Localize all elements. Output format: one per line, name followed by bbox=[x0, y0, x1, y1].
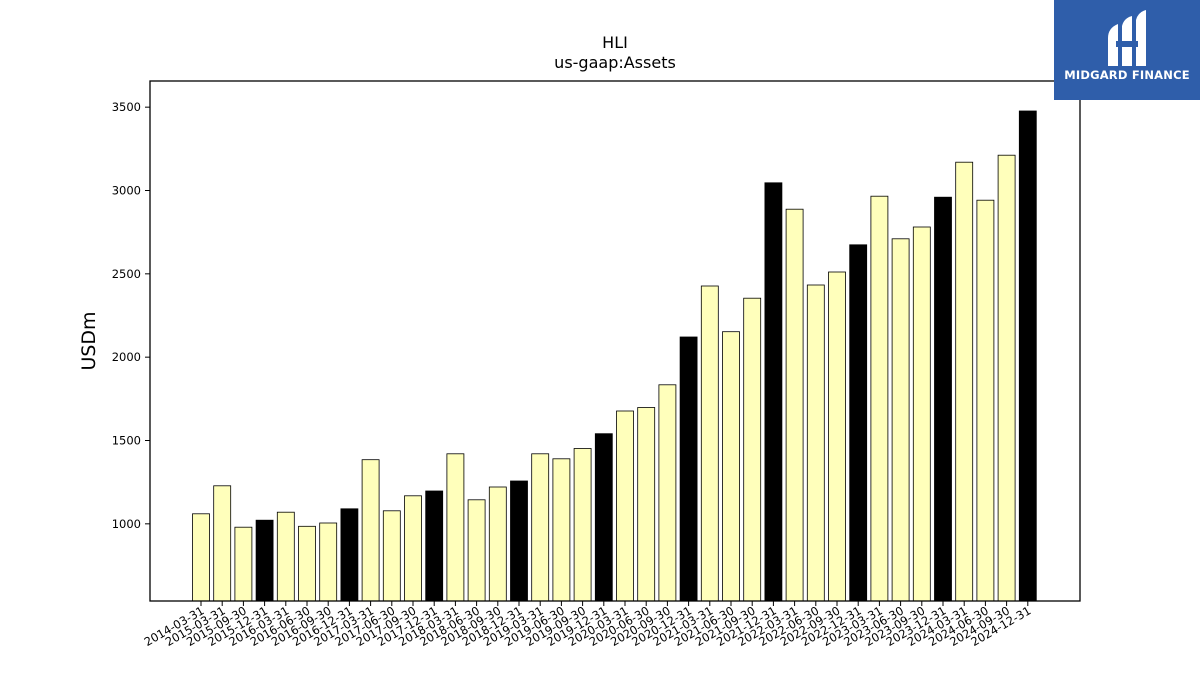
bar-2015-12-31 bbox=[255, 519, 274, 602]
bar-2019-12-31 bbox=[594, 433, 613, 602]
bar-2021-03-31 bbox=[700, 285, 719, 602]
bar-2023-12-31 bbox=[934, 196, 952, 602]
bar-2019-03-31 bbox=[531, 453, 550, 602]
plot-frame bbox=[149, 80, 1081, 602]
bar-2018-12-31 bbox=[510, 480, 528, 602]
y-tick-label: 3000 bbox=[112, 184, 141, 198]
y-tick-label: 1000 bbox=[112, 517, 141, 531]
bar-2017-06-30 bbox=[382, 510, 401, 602]
x-ticks-group: 2014-03-312015-03-312015-09-302015-12-31… bbox=[142, 601, 1033, 649]
bar-2018-06-30 bbox=[467, 499, 486, 602]
bars-group bbox=[192, 110, 1037, 602]
y-tick-label: 2000 bbox=[112, 350, 141, 364]
bar-2019-06-30 bbox=[552, 458, 571, 602]
bar-2024-06-30 bbox=[976, 199, 995, 602]
bar-2017-09-30 bbox=[404, 495, 422, 602]
bar-2024-03-31 bbox=[955, 161, 974, 602]
bar-2024-09-30 bbox=[997, 154, 1016, 602]
bar-2022-03-31 bbox=[785, 208, 804, 602]
bar-2021-12-31 bbox=[764, 182, 783, 602]
bar-2018-09-30 bbox=[488, 486, 507, 602]
bar-2019-09-30 bbox=[573, 448, 592, 602]
chart-subtitle: us-gaap:Assets bbox=[554, 53, 676, 72]
bar-2017-12-31 bbox=[425, 490, 444, 602]
bar-2024-12-31 bbox=[1018, 110, 1037, 602]
bar-2022-09-30 bbox=[828, 271, 846, 602]
bar-2014-03-31 bbox=[192, 513, 210, 602]
bar-2020-06-30 bbox=[637, 407, 656, 602]
bar-2016-06-30 bbox=[298, 525, 316, 602]
bar-2020-12-31 bbox=[679, 336, 698, 602]
y-ticks-group: 1000 1500 2000 2500 3000 3500 bbox=[112, 100, 150, 531]
bar-2015-09-30 bbox=[234, 526, 253, 602]
bar-2016-03-31 bbox=[276, 511, 295, 602]
bar-2016-12-31 bbox=[340, 508, 359, 602]
bar-2016-09-30 bbox=[319, 522, 338, 602]
bar-2021-06-30 bbox=[722, 331, 740, 602]
y-tick-label: 1500 bbox=[112, 434, 141, 448]
bar-2023-06-30 bbox=[891, 238, 910, 602]
y-tick-label: 3500 bbox=[112, 100, 141, 114]
chart-title: HLI bbox=[602, 33, 628, 52]
bar-2015-03-31 bbox=[213, 485, 232, 602]
bar-2020-03-31 bbox=[616, 410, 634, 602]
bar-2022-12-31 bbox=[849, 244, 868, 602]
y-tick-label: 2500 bbox=[112, 267, 141, 281]
brand-name: MIDGARD FINANCE bbox=[1064, 68, 1190, 82]
brand-logo: MIDGARD FINANCE bbox=[1054, 0, 1200, 100]
bar-2022-06-30 bbox=[806, 284, 825, 602]
bar-2023-03-31 bbox=[870, 195, 889, 602]
bar-2017-03-31 bbox=[361, 459, 380, 602]
bar-2018-03-31 bbox=[446, 453, 465, 602]
midgard-logo-icon bbox=[1108, 10, 1146, 66]
bar-2020-09-30 bbox=[658, 384, 677, 602]
y-axis-label: USDm bbox=[78, 311, 100, 370]
bar-2023-09-30 bbox=[912, 226, 931, 602]
bar-2021-09-30 bbox=[743, 297, 762, 602]
